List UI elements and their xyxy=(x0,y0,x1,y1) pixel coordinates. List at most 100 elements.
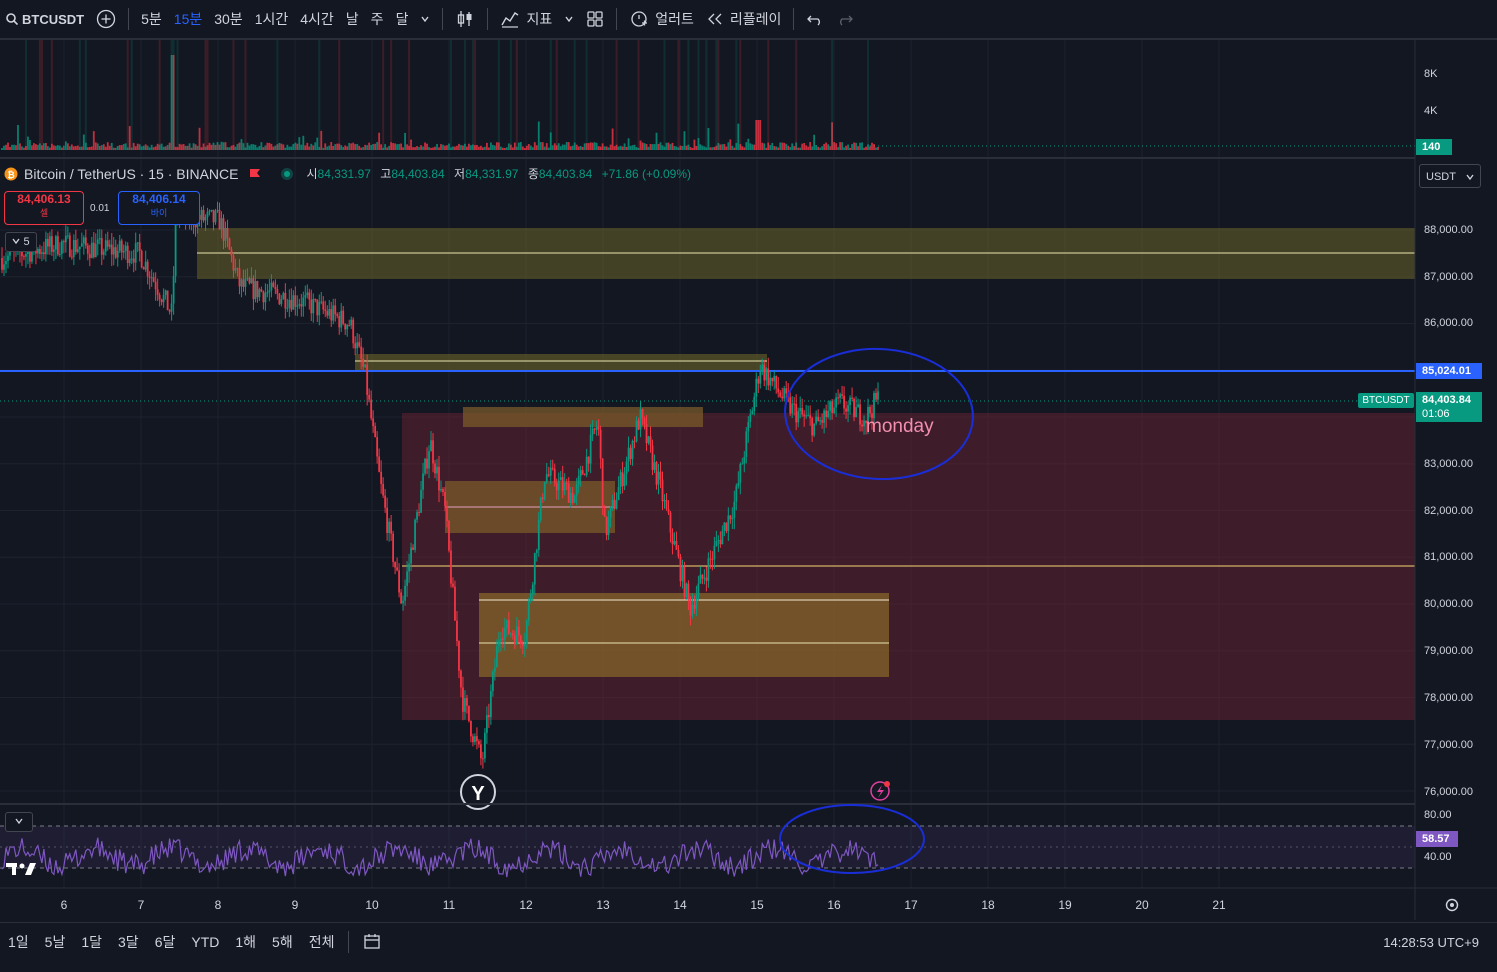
volume-bar xyxy=(292,143,295,150)
range-ytd[interactable]: YTD xyxy=(191,934,220,950)
undo-button[interactable] xyxy=(800,0,830,38)
volume-bar xyxy=(446,145,448,150)
indicators-button[interactable]: 지표 xyxy=(494,0,558,38)
candle-body xyxy=(202,209,205,221)
annotation-circle[interactable] xyxy=(782,344,977,484)
candle-body xyxy=(727,515,730,532)
hline-price-tag[interactable]: 85,024.01 xyxy=(1416,363,1482,379)
volume-axis-label: 4K xyxy=(1424,105,1438,117)
volume-bar xyxy=(669,144,672,150)
symbol-search[interactable]: BTCUSDT xyxy=(0,0,90,38)
market-status-icon[interactable] xyxy=(280,167,294,181)
top-toolbar: BTCUSDT 5분 15분 30분 1시간 4시간 날 주 달 지표 얼러트 … xyxy=(0,0,1497,40)
range-5y[interactable]: 5해 xyxy=(272,934,293,950)
interval-1w[interactable]: 주 xyxy=(370,11,384,27)
goto-date-button[interactable] xyxy=(355,932,389,953)
candle-body xyxy=(120,240,123,253)
indicator-count: 5 xyxy=(23,236,30,248)
volume-bar xyxy=(551,145,554,150)
interval-5m[interactable]: 5분 xyxy=(141,11,162,27)
candle-body xyxy=(244,278,247,287)
interval-1h[interactable]: 1시간 xyxy=(254,11,289,27)
replay-button[interactable]: 리플레이 xyxy=(700,0,788,38)
price-chart[interactable]: monday Y xyxy=(0,40,1497,920)
volume-bar xyxy=(412,147,414,150)
volume-bar xyxy=(126,147,129,150)
candle-body xyxy=(537,519,540,551)
candle-body xyxy=(23,256,25,258)
range-1m[interactable]: 1달 xyxy=(81,934,103,950)
currency-select[interactable]: USDT xyxy=(1419,164,1481,188)
candle-body xyxy=(404,585,406,601)
interval-dropdown[interactable] xyxy=(414,0,436,38)
volume-bar xyxy=(595,142,598,150)
candle-body xyxy=(322,301,325,310)
interval-1mo[interactable]: 달 xyxy=(395,11,409,27)
volume-bar xyxy=(715,145,718,150)
indicators-collapse-button[interactable]: 5 xyxy=(5,232,37,252)
volume-bar xyxy=(7,142,9,150)
price-axis-label: 88,000.00 xyxy=(1424,224,1473,236)
sell-price: 84,406.13 xyxy=(17,192,71,206)
layout-button[interactable] xyxy=(580,0,610,38)
low-value: 84,331.97 xyxy=(465,167,519,181)
time-axis-label: 12 xyxy=(519,898,533,912)
order-block-upper[interactable] xyxy=(463,407,703,427)
event-marker[interactable] xyxy=(460,774,496,810)
range-3m[interactable]: 3달 xyxy=(118,934,139,950)
buy-button[interactable]: 84,406.14 바이 xyxy=(118,191,200,225)
candle-body xyxy=(859,404,861,425)
candle-body xyxy=(266,292,269,294)
redo-button[interactable] xyxy=(830,0,860,38)
volume-bar xyxy=(462,145,464,150)
chart-type-button[interactable] xyxy=(449,0,481,38)
candle-body xyxy=(152,277,155,282)
volume-bar xyxy=(521,146,524,150)
candle-body xyxy=(685,583,688,598)
interval-1d[interactable]: 날 xyxy=(345,11,359,27)
volume-bar xyxy=(707,128,710,150)
candle-body xyxy=(436,466,438,474)
volume-bar xyxy=(503,147,506,150)
order-block-lower[interactable] xyxy=(479,593,889,677)
volume-bar xyxy=(102,144,105,150)
candle-body xyxy=(438,466,440,491)
volume-bar xyxy=(294,142,297,150)
sell-button[interactable]: 84,406.13 셀 xyxy=(4,191,84,225)
volume-bar xyxy=(837,147,839,150)
annotation-text[interactable]: monday xyxy=(866,416,934,437)
volume-bar xyxy=(785,143,788,150)
clock[interactable]: 14:28:53 UTC+9 xyxy=(1383,934,1479,950)
lightning-icon[interactable] xyxy=(870,781,890,801)
symbol-title[interactable]: Bitcoin / TetherUS · 15 · BINANCE xyxy=(24,165,239,182)
interval-15m[interactable]: 15분 xyxy=(173,11,203,27)
alert-button[interactable]: 얼러트 xyxy=(623,0,700,38)
tradingview-logo[interactable] xyxy=(6,860,38,883)
volume-bar xyxy=(132,142,135,150)
volume-bar xyxy=(340,145,343,150)
flag-icon[interactable] xyxy=(248,167,262,181)
candle-body xyxy=(671,532,674,545)
volume-bar xyxy=(829,146,832,150)
rsi-annotation-circle[interactable] xyxy=(779,804,925,874)
range-1d[interactable]: 1일 xyxy=(8,934,29,950)
volume-bar xyxy=(174,146,177,150)
range-6m[interactable]: 6달 xyxy=(154,934,176,950)
volume-bar xyxy=(410,139,412,150)
candle-body xyxy=(316,299,319,316)
range-all[interactable]: 전체 xyxy=(308,934,335,950)
add-symbol-button[interactable] xyxy=(90,0,122,38)
interval-4h[interactable]: 4시간 xyxy=(300,11,334,27)
volume-bar xyxy=(436,143,438,150)
range-5d[interactable]: 5날 xyxy=(44,934,66,950)
rsi-collapse-button[interactable] xyxy=(5,812,33,832)
volume-bar xyxy=(74,146,77,150)
range-1y[interactable]: 1해 xyxy=(235,934,257,950)
supply-zone[interactable] xyxy=(355,354,767,370)
candle-body xyxy=(499,638,502,641)
interval-30m[interactable]: 30분 xyxy=(214,11,243,27)
volume-bar xyxy=(312,145,315,150)
candle-body xyxy=(771,377,774,382)
settings-gear-icon[interactable] xyxy=(1444,897,1460,913)
indicators-dropdown[interactable] xyxy=(558,0,580,38)
